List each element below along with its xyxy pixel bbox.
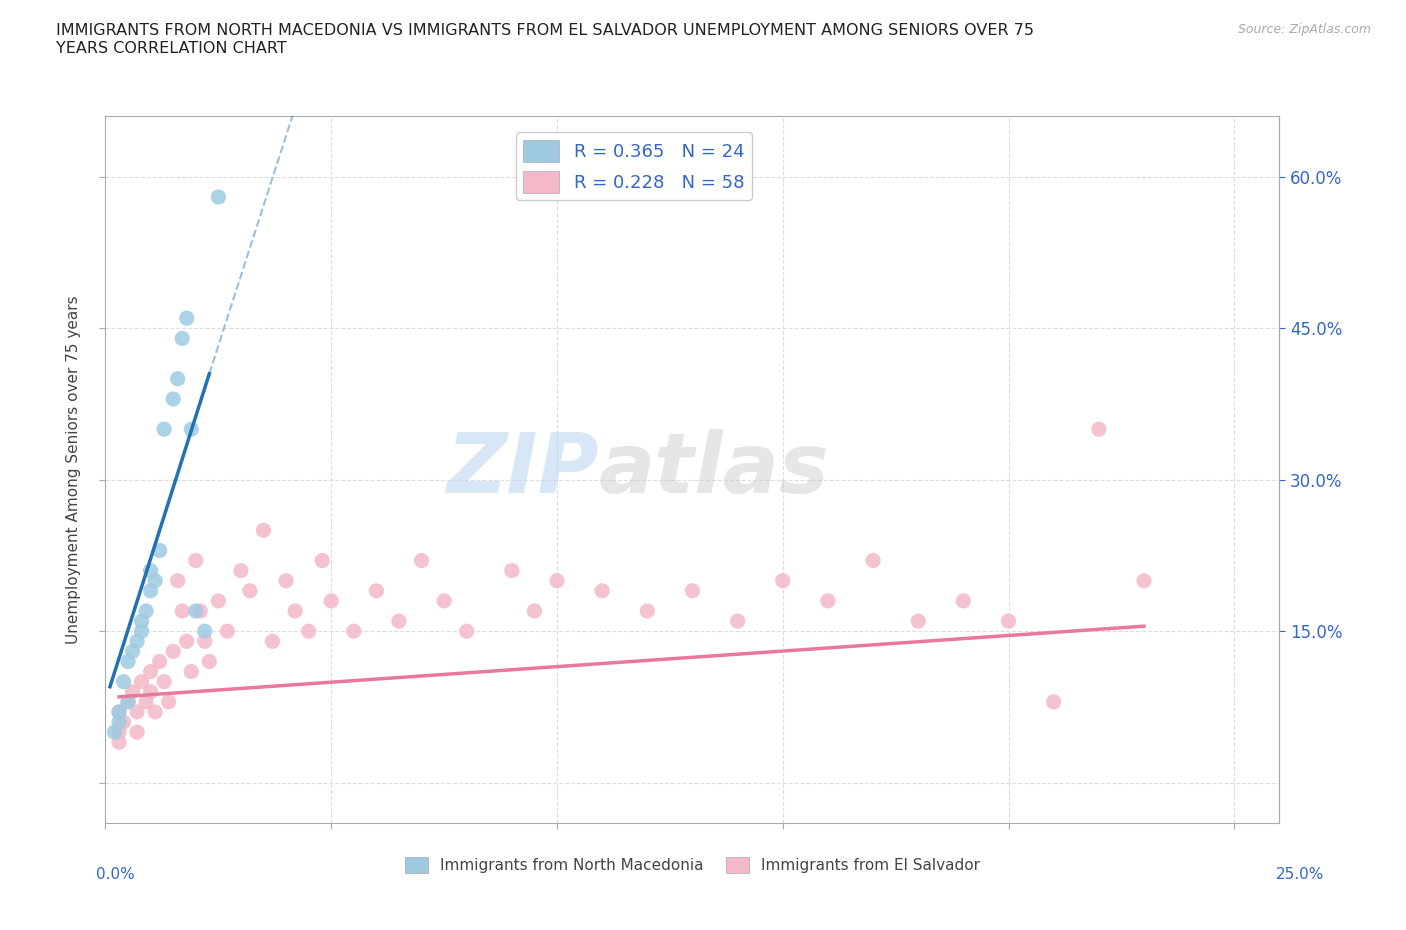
Point — [139, 564, 162, 578]
Text: ZIP: ZIP — [446, 429, 599, 511]
Point — [252, 523, 274, 538]
Point — [433, 593, 456, 608]
Point — [188, 604, 211, 618]
Point — [176, 634, 198, 649]
Point — [180, 422, 202, 437]
Text: atlas: atlas — [599, 429, 830, 511]
Point — [121, 644, 143, 658]
Point — [727, 614, 749, 629]
Point — [108, 714, 131, 729]
Point — [194, 634, 217, 649]
Point — [117, 695, 139, 710]
Point — [112, 714, 135, 729]
Point — [262, 634, 284, 649]
Point — [135, 604, 157, 618]
Point — [125, 634, 148, 649]
Point — [149, 543, 172, 558]
Point — [162, 392, 184, 406]
Point — [194, 624, 217, 639]
Point — [131, 614, 153, 629]
Point — [172, 604, 194, 618]
Point — [239, 583, 262, 598]
Point — [157, 695, 180, 710]
Point — [139, 583, 162, 598]
Point — [103, 724, 125, 739]
Point — [388, 614, 411, 629]
Point — [298, 624, 321, 639]
Point — [139, 684, 162, 699]
Point — [153, 422, 176, 437]
Point — [125, 705, 148, 720]
Point — [180, 664, 202, 679]
Point — [952, 593, 974, 608]
Point — [117, 654, 139, 669]
Point — [456, 624, 478, 639]
Point — [546, 573, 568, 588]
Point — [343, 624, 366, 639]
Point — [1042, 695, 1064, 710]
Point — [772, 573, 794, 588]
Point — [162, 644, 184, 658]
Point — [907, 614, 929, 629]
Point — [139, 664, 162, 679]
Point — [591, 583, 613, 598]
Point — [681, 583, 703, 598]
Text: 25.0%: 25.0% — [1277, 867, 1324, 882]
Point — [121, 684, 143, 699]
Point — [411, 553, 433, 568]
Point — [274, 573, 297, 588]
Y-axis label: Unemployment Among Seniors over 75 years: Unemployment Among Seniors over 75 years — [66, 296, 82, 644]
Point — [311, 553, 333, 568]
Point — [501, 564, 523, 578]
Point — [284, 604, 307, 618]
Point — [1088, 422, 1111, 437]
Point — [117, 695, 139, 710]
Point — [176, 311, 198, 325]
Point — [172, 331, 194, 346]
Point — [636, 604, 658, 618]
Text: Source: ZipAtlas.com: Source: ZipAtlas.com — [1237, 23, 1371, 36]
Point — [166, 573, 188, 588]
Point — [184, 553, 207, 568]
Point — [131, 674, 153, 689]
Text: IMMIGRANTS FROM NORTH MACEDONIA VS IMMIGRANTS FROM EL SALVADOR UNEMPLOYMENT AMON: IMMIGRANTS FROM NORTH MACEDONIA VS IMMIG… — [56, 23, 1035, 56]
Point — [997, 614, 1019, 629]
Point — [321, 593, 343, 608]
Point — [125, 724, 148, 739]
Point — [153, 674, 176, 689]
Point — [112, 674, 135, 689]
Point — [135, 695, 157, 710]
Text: 0.0%: 0.0% — [96, 867, 135, 882]
Point — [184, 604, 207, 618]
Point — [229, 564, 252, 578]
Point — [198, 654, 221, 669]
Point — [207, 593, 229, 608]
Point — [108, 705, 131, 720]
Point — [166, 371, 188, 386]
Legend: Immigrants from North Macedonia, Immigrants from El Salvador: Immigrants from North Macedonia, Immigra… — [398, 851, 987, 879]
Point — [1133, 573, 1156, 588]
Point — [143, 573, 166, 588]
Point — [817, 593, 839, 608]
Point — [143, 705, 166, 720]
Point — [108, 724, 131, 739]
Point — [149, 654, 172, 669]
Point — [207, 190, 229, 205]
Point — [108, 705, 131, 720]
Point — [523, 604, 546, 618]
Point — [366, 583, 388, 598]
Point — [131, 624, 153, 639]
Point — [217, 624, 239, 639]
Point — [862, 553, 884, 568]
Point — [108, 735, 131, 750]
